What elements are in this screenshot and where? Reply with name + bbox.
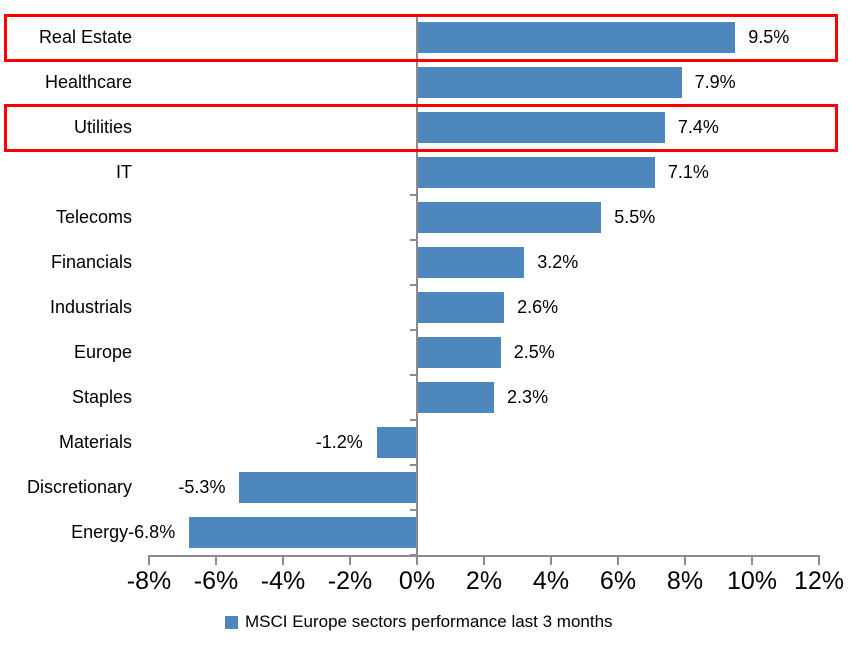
x-tick-label: -6% — [193, 567, 239, 595]
x-axis-tick — [349, 555, 351, 565]
bar — [417, 112, 665, 143]
category-label: Financials — [50, 252, 132, 272]
x-axis-tick — [751, 555, 753, 565]
x-axis-tick — [215, 555, 217, 565]
y-axis-tick — [410, 374, 416, 376]
value-label: 9.5% — [748, 27, 790, 47]
category-label: Industrials — [49, 297, 132, 317]
x-axis-tick — [684, 555, 686, 565]
bar — [417, 67, 682, 98]
x-tick-label: -2% — [327, 567, 373, 595]
value-label: 2.3% — [507, 387, 549, 407]
x-tick-label: 4% — [532, 567, 570, 595]
x-tick-label: -4% — [260, 567, 306, 595]
category-label: Telecoms — [55, 207, 132, 227]
legend-swatch-icon — [225, 615, 238, 629]
x-tick-label: 0% — [398, 567, 436, 595]
bar — [417, 202, 602, 233]
category-label: Discretionary — [26, 477, 132, 497]
x-tick-label: 6% — [599, 567, 637, 595]
category-label: Energy — [71, 522, 129, 542]
x-axis-tick — [416, 555, 418, 565]
bar — [417, 292, 505, 323]
bar — [376, 427, 417, 458]
y-axis-tick — [410, 464, 416, 466]
bar — [239, 472, 417, 503]
value-label: 7.9% — [694, 72, 736, 92]
x-axis-tick — [818, 555, 820, 565]
x-axis-tick — [483, 555, 485, 565]
highlight-box — [4, 104, 838, 152]
highlight-box — [4, 14, 838, 62]
x-tick-label: 2% — [465, 567, 503, 595]
bar — [417, 247, 525, 278]
category-row-group: Energy -6.8% — [71, 510, 175, 555]
category-label: IT — [116, 162, 132, 182]
value-label: 2.5% — [513, 342, 555, 362]
value-label: 7.1% — [667, 162, 709, 182]
legend: MSCI Europe sectors performance last 3 m… — [225, 612, 613, 632]
value-label: -1.2% — [315, 432, 363, 452]
value-label: 3.2% — [537, 252, 579, 272]
legend-label: MSCI Europe sectors performance last 3 m… — [245, 612, 613, 631]
value-label: -6.8% — [128, 522, 176, 542]
bar — [417, 157, 655, 188]
y-axis-tick — [410, 239, 416, 241]
y-axis-tick — [410, 509, 416, 511]
x-axis-tick — [617, 555, 619, 565]
x-tick-label: 12% — [793, 567, 845, 595]
bar — [417, 337, 501, 368]
y-axis-tick — [410, 194, 416, 196]
value-label: 5.5% — [614, 207, 656, 227]
x-tick-label: 10% — [726, 567, 778, 595]
y-axis-tick — [410, 284, 416, 286]
bar — [417, 22, 736, 53]
category-label: Healthcare — [44, 72, 132, 92]
bar — [189, 517, 417, 548]
category-label: Real Estate — [38, 27, 132, 47]
x-tick-label: 8% — [666, 567, 704, 595]
y-axis-tick — [410, 329, 416, 331]
y-axis-line — [416, 15, 418, 557]
x-axis-tick — [148, 555, 150, 565]
category-label: Europe — [73, 342, 132, 362]
bar — [417, 382, 495, 413]
x-tick-label: -8% — [126, 567, 172, 595]
category-label: Materials — [58, 432, 132, 452]
category-label: Staples — [71, 387, 132, 407]
category-label: Utilities — [73, 117, 132, 137]
x-axis-tick — [282, 555, 284, 565]
y-axis-tick — [410, 419, 416, 421]
value-label: 2.6% — [517, 297, 559, 317]
value-label: -5.3% — [178, 477, 226, 497]
x-axis-tick — [550, 555, 552, 565]
value-label: 7.4% — [677, 117, 719, 137]
